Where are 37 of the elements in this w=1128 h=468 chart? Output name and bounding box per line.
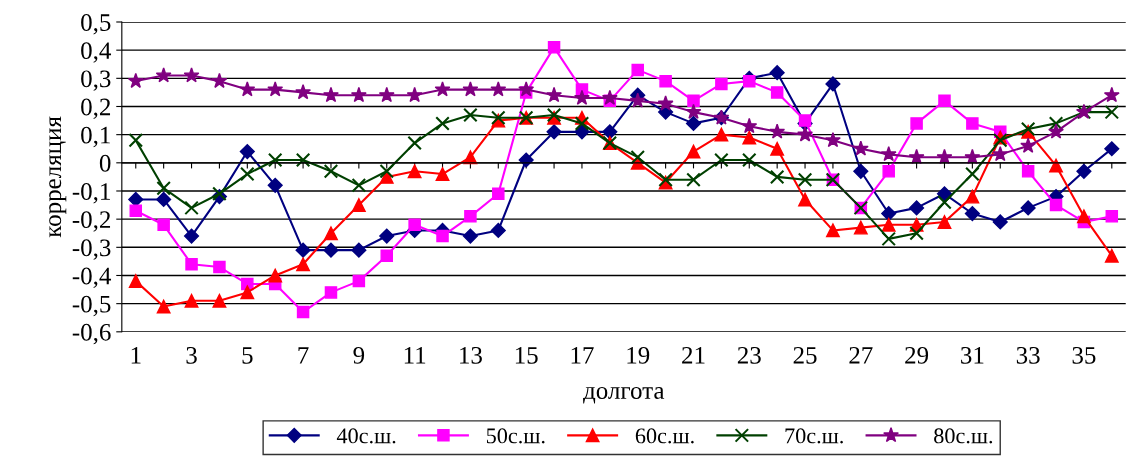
x-tick-label: 7: [298, 347, 309, 364]
x-tick-label: 25: [793, 346, 817, 364]
x-tick-label: 29: [905, 346, 929, 364]
legend-label: 70с.ш.: [785, 428, 843, 444]
x-tick-label: 3: [186, 346, 197, 364]
y-tick-label: 0,1: [81, 126, 110, 148]
y-tick-label: 0,5: [81, 14, 111, 35]
y-tick-label: -0,5: [72, 295, 111, 317]
x-tick-label: 27: [849, 346, 873, 364]
y-tick-label: -0,6: [72, 323, 111, 345]
x-tick-label: 5: [242, 347, 253, 364]
x-tick-label: 13: [460, 346, 482, 364]
x-tick-label: 9: [353, 346, 365, 364]
y-tick-label: 0,2: [81, 98, 111, 120]
legend-label: 80с.ш.: [934, 428, 993, 444]
y-axis-title: корреляция: [49, 116, 67, 238]
y-tick-label: -0,1: [72, 183, 110, 204]
legend-label: 60с.ш.: [635, 428, 694, 444]
x-tick-label: 33: [1016, 346, 1040, 364]
y-tick-label: -0,4: [72, 267, 112, 288]
x-tick-label: 35: [1072, 346, 1096, 364]
x-tick-label: 31: [961, 346, 984, 364]
x-tick-label: 1: [131, 347, 141, 364]
y-tick-label: -0,3: [72, 239, 111, 260]
y-tick-label: -0,2: [72, 211, 111, 232]
legend-label: 50с.ш.: [486, 428, 545, 444]
x-tick-label: 11: [404, 347, 426, 364]
x-tick-label: 17: [571, 347, 594, 364]
x-tick-label: 23: [737, 346, 761, 364]
x-tick-label: 15: [515, 347, 538, 364]
x-tick-label: 21: [682, 346, 705, 364]
x-tick-label: 19: [627, 346, 650, 364]
legend-label: 40с.ш.: [336, 428, 396, 444]
y-tick-label: 0: [99, 154, 111, 172]
y-tick-label: 0,4: [81, 42, 112, 63]
x-axis-title: долгота: [583, 386, 665, 404]
y-tick-label: 0,3: [81, 70, 111, 91]
